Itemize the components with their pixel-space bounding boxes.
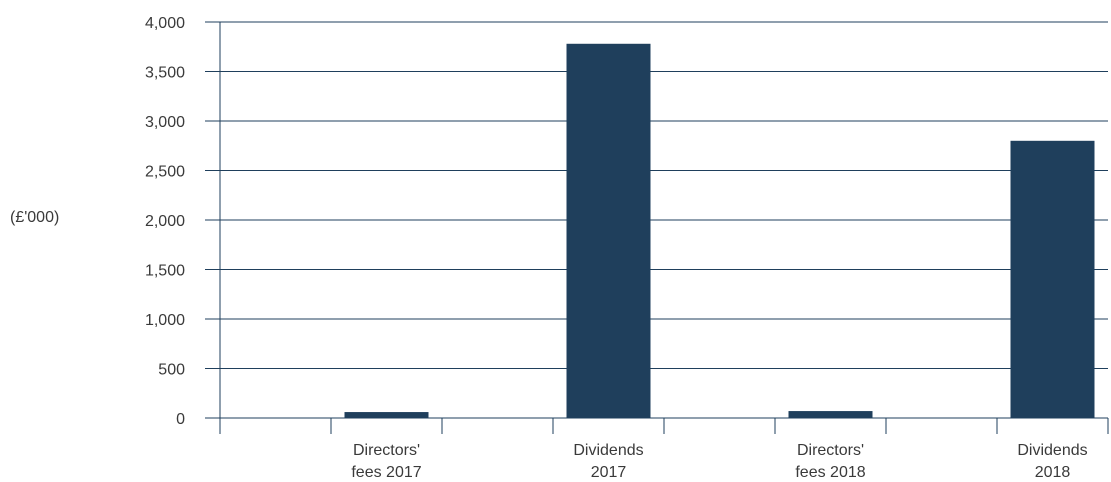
x-tick-label: fees 2017 [351,464,421,481]
bar [566,43,651,418]
y-tick-label: 3,000 [145,114,185,131]
x-tick-label: fees 2018 [795,464,865,481]
bar [1010,140,1095,419]
x-tick-label: Directors' [353,442,420,459]
bar [788,411,873,418]
x-tick-label: 2018 [1035,464,1071,481]
x-tick-label: Dividends [573,442,643,459]
y-tick-label: 1,500 [145,263,185,280]
y-tick-label: 2,500 [145,164,185,181]
y-axis-label: (£'000) [10,209,60,226]
x-tick-label: 2017 [591,464,627,481]
x-tick-label: Directors' [797,442,864,459]
y-tick-label: 0 [176,411,185,428]
y-tick-label: 2,000 [145,213,185,230]
x-tick-label: Dividends [1017,442,1087,459]
y-tick-label: 3,500 [145,65,185,82]
y-tick-label: 4,000 [145,15,185,32]
y-tick-label: 500 [158,362,185,379]
bar [344,412,429,418]
y-tick-label: 1,000 [145,312,185,329]
